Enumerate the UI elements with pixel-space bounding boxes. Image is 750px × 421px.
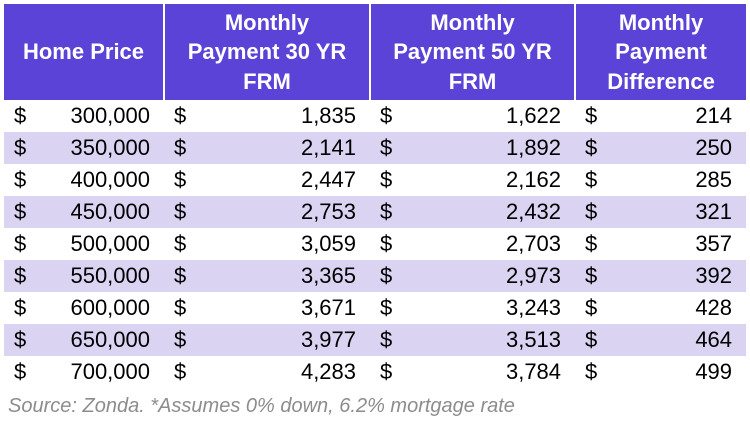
header-payment-50yr: Monthly Payment 50 YR FRM bbox=[369, 4, 576, 100]
payment-50yr-cell: 2,973 bbox=[505, 263, 562, 288]
difference-cell: 285 bbox=[695, 167, 733, 192]
dollar-sign: $ bbox=[380, 263, 393, 288]
header-row: Home Price Monthly Payment 30 YR FRM Mon… bbox=[4, 4, 747, 100]
table-row: $350,000 $2,141 $1,892 $250 bbox=[4, 132, 747, 164]
payment-30yr-cell: 3,977 bbox=[300, 327, 357, 352]
dollar-sign: $ bbox=[380, 167, 393, 192]
dollar-sign: $ bbox=[14, 263, 27, 288]
home-price-cell: 300,000 bbox=[70, 103, 150, 128]
table-row: $700,000 $4,283 $3,784 $499 bbox=[4, 356, 746, 388]
table-row: $450,000 $2,753 $2,432 $321 bbox=[4, 196, 747, 228]
table-header: Home Price Monthly Payment 30 YR FRM Mon… bbox=[4, 4, 747, 100]
home-price-cell: 350,000 bbox=[70, 135, 150, 160]
source-note: Source: Zonda. *Assumes 0% down, 6.2% mo… bbox=[8, 395, 515, 417]
difference-cell: 392 bbox=[695, 263, 733, 288]
dollar-sign: $ bbox=[380, 199, 393, 224]
dollar-sign: $ bbox=[585, 263, 598, 288]
payment-50yr-cell: 1,892 bbox=[505, 135, 562, 160]
dollar-sign: $ bbox=[14, 359, 27, 384]
dollar-sign: $ bbox=[14, 199, 27, 224]
home-price-cell: 550,000 bbox=[70, 263, 150, 288]
payment-50yr-cell: 2,432 bbox=[505, 199, 562, 224]
dollar-sign: $ bbox=[380, 103, 393, 128]
difference-cell: 250 bbox=[695, 135, 733, 160]
header-home-price: Home Price bbox=[4, 4, 164, 100]
payment-30yr-cell: 1,835 bbox=[300, 103, 357, 128]
table-row: $300,000 $1,835 $1,622 $214 bbox=[4, 100, 746, 132]
dollar-sign: $ bbox=[174, 135, 187, 160]
payment-50yr-cell: 2,162 bbox=[505, 167, 562, 192]
dollar-sign: $ bbox=[174, 263, 187, 288]
home-price-cell: 650,000 bbox=[70, 327, 150, 352]
dollar-sign: $ bbox=[174, 295, 187, 320]
dollar-sign: $ bbox=[174, 167, 187, 192]
dollar-sign: $ bbox=[585, 231, 598, 256]
payment-30yr-cell: 3,671 bbox=[300, 295, 357, 320]
dollar-sign: $ bbox=[585, 103, 598, 128]
dollar-sign: $ bbox=[585, 327, 598, 352]
payment-30yr-cell: 2,753 bbox=[300, 199, 357, 224]
table-row: $500,000 $3,059 $2,703 $357 bbox=[4, 228, 746, 260]
payment-30yr-cell: 3,059 bbox=[300, 231, 357, 256]
difference-cell: 214 bbox=[695, 103, 733, 128]
dollar-sign: $ bbox=[585, 135, 598, 160]
table-row: $650,000 $3,977 $3,513 $464 bbox=[4, 324, 747, 356]
dollar-sign: $ bbox=[174, 231, 187, 256]
header-payment-30yr: Monthly Payment 30 YR FRM bbox=[162, 4, 371, 100]
home-price-cell: 700,000 bbox=[70, 359, 150, 384]
payment-50yr-cell: 2,703 bbox=[505, 231, 562, 256]
payment-50yr-cell: 3,243 bbox=[505, 295, 562, 320]
dollar-sign: $ bbox=[380, 231, 393, 256]
mortgage-comparison-table: Home Price Monthly Payment 30 YR FRM Mon… bbox=[4, 4, 747, 388]
dollar-sign: $ bbox=[174, 327, 187, 352]
dollar-sign: $ bbox=[585, 359, 598, 384]
difference-cell: 357 bbox=[695, 231, 733, 256]
payment-30yr-cell: 2,141 bbox=[300, 135, 357, 160]
dollar-sign: $ bbox=[174, 359, 187, 384]
dollar-sign: $ bbox=[14, 231, 27, 256]
table-row: $600,000 $3,671 $3,243 $428 bbox=[4, 292, 746, 324]
difference-cell: 499 bbox=[695, 359, 733, 384]
dollar-sign: $ bbox=[174, 199, 187, 224]
table-row: $550,000 $3,365 $2,973 $392 bbox=[4, 260, 747, 292]
payment-50yr-cell: 3,784 bbox=[505, 359, 562, 384]
dollar-sign: $ bbox=[174, 103, 187, 128]
dollar-sign: $ bbox=[585, 295, 598, 320]
dollar-sign: $ bbox=[380, 359, 393, 384]
dollar-sign: $ bbox=[380, 327, 393, 352]
dollar-sign: $ bbox=[585, 199, 598, 224]
dollar-sign: $ bbox=[14, 327, 27, 352]
header-payment-difference: Monthly Payment Difference bbox=[574, 4, 747, 100]
table-body: $300,000 $1,835 $1,622 $214 $350,000 $2,141 $1… bbox=[4, 100, 747, 388]
payment-30yr-cell: 2,447 bbox=[300, 167, 357, 192]
payment-30yr-cell: 3,365 bbox=[300, 263, 357, 288]
home-price-cell: 400,000 bbox=[70, 167, 150, 192]
home-price-cell: 500,000 bbox=[70, 231, 150, 256]
home-price-cell: 450,000 bbox=[70, 199, 150, 224]
dollar-sign: $ bbox=[380, 295, 393, 320]
difference-cell: 321 bbox=[695, 199, 733, 224]
difference-cell: 464 bbox=[695, 327, 733, 352]
payment-50yr-cell: 3,513 bbox=[505, 327, 562, 352]
payment-50yr-cell: 1,622 bbox=[505, 103, 562, 128]
dollar-sign: $ bbox=[14, 167, 27, 192]
dollar-sign: $ bbox=[14, 135, 27, 160]
difference-cell: 428 bbox=[695, 295, 733, 320]
table-row: $400,000 $2,447 $2,162 $285 bbox=[4, 164, 746, 196]
dollar-sign: $ bbox=[585, 167, 598, 192]
home-price-cell: 600,000 bbox=[70, 295, 150, 320]
dollar-sign: $ bbox=[14, 295, 27, 320]
dollar-sign: $ bbox=[380, 135, 393, 160]
dollar-sign: $ bbox=[14, 103, 27, 128]
payment-30yr-cell: 4,283 bbox=[300, 359, 357, 384]
